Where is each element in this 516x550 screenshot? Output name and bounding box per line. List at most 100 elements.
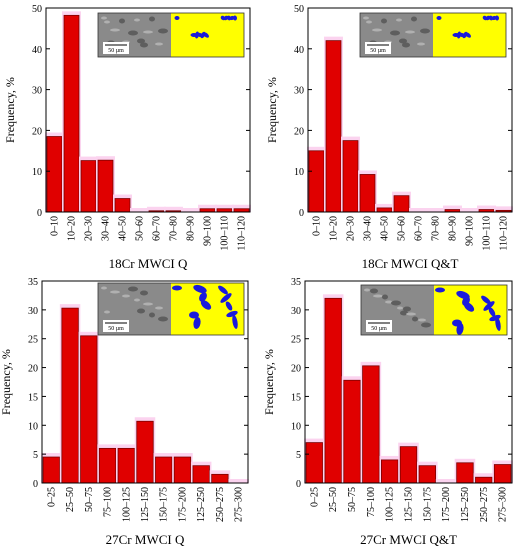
scale-bar-label: 50 µm bbox=[370, 48, 386, 54]
y-tick-label: 20 bbox=[291, 364, 301, 375]
bar bbox=[46, 136, 63, 213]
x-tick-label: 0–10 bbox=[50, 216, 61, 236]
bar bbox=[61, 307, 79, 484]
bar bbox=[97, 159, 114, 213]
scale-bar-label: 50 µm bbox=[371, 326, 387, 332]
x-tick-label: 100–125 bbox=[121, 487, 132, 522]
bar bbox=[399, 446, 418, 484]
micrograph-inset: 50 µm bbox=[97, 12, 245, 58]
y-axis-label: Frequency, % bbox=[3, 77, 17, 143]
y-tick-label: 20 bbox=[28, 364, 38, 375]
x-tick-label: 175–200 bbox=[441, 487, 452, 522]
x-tick-label: 10–20 bbox=[329, 216, 340, 241]
y-tick-label: 10 bbox=[291, 421, 301, 432]
y-tick-label: 0 bbox=[299, 208, 304, 219]
y-tick-label: 40 bbox=[294, 45, 304, 56]
chart-3: 0 5 10 15 20 25 30 35 0–25 25–50 50–75 75–100 100–12… bbox=[0, 277, 249, 547]
y-axis-label: Frequency, % bbox=[262, 349, 276, 415]
x-tick-label: 60–70 bbox=[152, 216, 163, 241]
x-tick-label: 40–50 bbox=[380, 216, 391, 241]
x-tick-label: 30–40 bbox=[363, 216, 374, 241]
y-tick-label: 10 bbox=[28, 421, 38, 432]
scale-bar-label: 50 µm bbox=[108, 48, 124, 54]
bar bbox=[342, 140, 359, 213]
y-axis-label: Frequency, % bbox=[265, 77, 279, 143]
bar bbox=[192, 465, 210, 484]
y-tick-label: 10 bbox=[32, 167, 42, 178]
x-tick-label: 0–25 bbox=[46, 487, 57, 507]
y-tick-label: 50 bbox=[32, 4, 42, 15]
x-tick-label: 125–150 bbox=[140, 487, 151, 522]
x-tick-label: 50–60 bbox=[135, 216, 146, 241]
x-tick-label: 100–110 bbox=[220, 216, 231, 251]
x-tick-label: 125–250 bbox=[196, 487, 207, 522]
bar bbox=[136, 420, 154, 484]
plot-frame bbox=[41, 280, 249, 484]
bar bbox=[362, 365, 380, 484]
x-tick-label: 25–50 bbox=[328, 487, 339, 512]
x-tick-label: 40–50 bbox=[118, 216, 129, 241]
micrograph-inset: 50 µm bbox=[360, 284, 508, 336]
plot-frame bbox=[304, 280, 513, 484]
micrograph-inset: 50 µm bbox=[97, 282, 245, 336]
bar bbox=[80, 160, 97, 213]
x-tick-label: 100–125 bbox=[385, 487, 396, 522]
y-tick-label: 30 bbox=[28, 306, 38, 317]
x-tick-label: 150–175 bbox=[422, 487, 433, 522]
x-tick-label: 150–175 bbox=[159, 487, 170, 522]
x-tick-label: 20–30 bbox=[84, 216, 95, 241]
bar bbox=[325, 40, 342, 213]
x-tick-label: 275–300 bbox=[234, 487, 245, 522]
y-tick-label: 30 bbox=[291, 306, 301, 317]
bar bbox=[493, 464, 512, 484]
y-tick-label: 0 bbox=[296, 479, 301, 490]
x-tick-label: 75–100 bbox=[103, 487, 114, 517]
x-tick-label: 30–40 bbox=[101, 216, 112, 241]
y-tick-label: 10 bbox=[294, 167, 304, 178]
y-tick-label: 5 bbox=[33, 450, 38, 461]
x-tick-label: 125–250 bbox=[460, 487, 471, 522]
bar bbox=[117, 447, 135, 484]
micrograph-inset: 50 µm bbox=[359, 12, 507, 58]
chart-caption: 18Cr MWCI Q bbox=[109, 256, 188, 271]
bar bbox=[418, 465, 436, 484]
bar bbox=[343, 379, 361, 484]
x-tick-label: 80–90 bbox=[448, 216, 459, 241]
x-tick-label: 175–200 bbox=[177, 487, 188, 522]
y-tick-label: 20 bbox=[294, 126, 304, 137]
bar bbox=[359, 174, 376, 213]
x-tick-label: 90–100 bbox=[203, 216, 214, 246]
bar bbox=[305, 442, 324, 484]
bar bbox=[42, 456, 61, 484]
bar bbox=[98, 447, 117, 484]
bar bbox=[381, 459, 399, 484]
y-tick-label: 15 bbox=[28, 392, 38, 403]
y-tick-label: 35 bbox=[28, 277, 38, 288]
x-tick-label: 110–120 bbox=[499, 216, 510, 251]
y-tick-label: 25 bbox=[291, 335, 301, 346]
x-tick-label: 50–75 bbox=[84, 487, 95, 512]
x-tick-label: 125–150 bbox=[404, 487, 415, 522]
bar bbox=[324, 297, 342, 484]
x-tick-label: 275–300 bbox=[498, 487, 509, 522]
y-tick-label: 20 bbox=[32, 126, 42, 137]
bar bbox=[63, 14, 80, 213]
y-tick-label: 30 bbox=[32, 86, 42, 97]
bar bbox=[211, 473, 229, 484]
x-tick-label: 70–80 bbox=[169, 216, 180, 241]
bar bbox=[376, 207, 393, 213]
x-tick-label: 75–100 bbox=[366, 487, 377, 517]
plot-frame bbox=[307, 7, 513, 213]
bar bbox=[393, 195, 410, 213]
bar bbox=[114, 198, 131, 213]
y-tick-label: 15 bbox=[291, 392, 301, 403]
x-tick-label: 100–110 bbox=[482, 216, 493, 251]
x-tick-label: 70–80 bbox=[431, 216, 442, 241]
x-tick-label: 50–75 bbox=[347, 487, 358, 512]
x-tick-label: 20–30 bbox=[346, 216, 357, 241]
y-axis-label: Frequency, % bbox=[0, 349, 13, 415]
y-tick-label: 25 bbox=[28, 335, 38, 346]
bar bbox=[155, 456, 173, 484]
chart-4: 0 5 10 15 20 25 30 35 0–25 25–50 50–75 75–100 100–12… bbox=[262, 277, 513, 547]
